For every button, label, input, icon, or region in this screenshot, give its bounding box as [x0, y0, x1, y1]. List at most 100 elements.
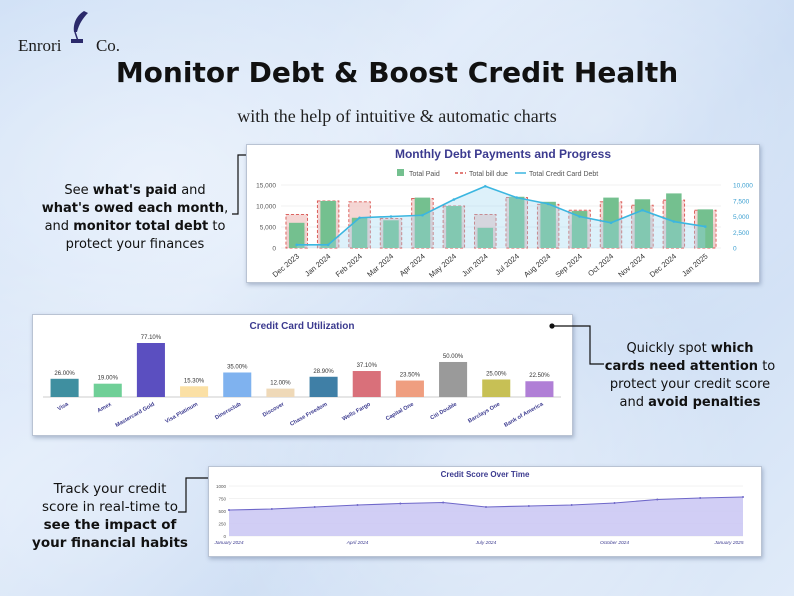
x-tick-label: Dec 2024: [648, 252, 678, 280]
paid-bar: [446, 206, 462, 248]
x-tick-label: Aug 2024: [522, 252, 552, 280]
score-point: [270, 508, 273, 510]
y-tick-label: 0: [223, 534, 226, 539]
page-title: Monitor Debt & Boost Credit Health: [115, 56, 679, 89]
x-tick-label: Bank of America: [503, 401, 545, 429]
data-label: 23.50%: [400, 373, 421, 379]
utilization-bar: [352, 371, 381, 397]
score-point: [313, 506, 316, 508]
debt-point: [326, 243, 330, 247]
x-tick-label: Wells Fargo: [341, 401, 372, 422]
score-chart: Credit Score Over Time10007505002500Janu…: [213, 470, 744, 546]
page-subtitle: with the help of intuitive & automatic c…: [237, 106, 557, 126]
data-label: 12.00%: [270, 381, 291, 387]
data-label: 22.50%: [529, 373, 550, 379]
x-tick-label: Oct 2024: [586, 252, 615, 278]
y2-tick-label: 0: [733, 246, 737, 253]
x-tick-label: Discover: [262, 401, 286, 418]
utilization-bar: [50, 378, 79, 397]
paid-bar: [571, 211, 588, 248]
debt-point: [703, 225, 707, 228]
x-tick-label: Dinersclub: [214, 401, 243, 421]
debt-point: [358, 216, 361, 220]
utilization-bar: [223, 372, 252, 397]
debt-area: [296, 186, 706, 248]
x-tick-label: January 2024: [213, 540, 243, 546]
utilization-bar: [395, 380, 424, 397]
utilization-bar: [266, 388, 295, 397]
x-tick-label: Apr 2024: [398, 252, 427, 278]
utilization-bar: [439, 361, 468, 397]
data-label: 15.30%: [184, 378, 205, 384]
chart-title: Monthly Debt Payments and Progress: [395, 147, 611, 161]
x-tick-label: Citi Double: [430, 402, 459, 422]
x-tick-label: Visa Platinum: [164, 402, 199, 425]
score-point: [656, 498, 659, 501]
y2-tick-label: 2,500: [733, 230, 750, 237]
paid-bar: [414, 197, 431, 248]
debt-point: [389, 215, 393, 218]
legend-label: Total bill due: [469, 171, 508, 178]
x-tick-label: Chase Freedom: [289, 402, 328, 428]
data-label: 77.10%: [141, 335, 162, 341]
x-tick-label: Barclays One: [467, 402, 501, 425]
score-area: [229, 497, 743, 536]
debt-chart-card: Monthly Debt Payments and Progress Total …: [246, 144, 760, 283]
utilization-note: Quickly spot which cards need attention …: [604, 341, 776, 410]
brand-name-right: Co.: [95, 36, 121, 55]
score-point: [613, 502, 616, 504]
utilization-bar: [309, 376, 338, 397]
debt-point: [546, 202, 550, 206]
score-point: [228, 509, 230, 511]
x-tick-label: October 2024: [600, 540, 629, 546]
score-point: [399, 502, 402, 505]
debt-note: See what's paid and what's owed each mon…: [41, 183, 229, 252]
utilization-chart-card: Credit Card Utilization 26.00% Visa 19.00% A…: [32, 314, 573, 436]
y-tick-label: 10,000: [256, 204, 276, 211]
utilization-bar: [136, 343, 165, 397]
score-point: [442, 501, 445, 504]
score-point: [699, 497, 702, 499]
utilization-bar: [525, 381, 554, 397]
score-point: [527, 505, 530, 507]
data-label: 35.00%: [227, 364, 248, 370]
x-tick-label: Visa: [57, 401, 71, 412]
data-label: 25.00%: [486, 371, 507, 377]
score-note: Track your credit score in real-time to …: [32, 481, 188, 551]
paid-bar: [508, 196, 525, 248]
x-tick-label: April 2024: [346, 540, 369, 546]
paid-bar: [540, 201, 556, 248]
x-tick-label: Amex: [97, 401, 114, 414]
paid-bar: [697, 209, 714, 248]
data-label: 26.00%: [54, 371, 75, 377]
x-tick-label: July 2024: [475, 540, 497, 546]
x-tick-label: Capital One: [385, 402, 415, 423]
x-tick-label: Mar 2024: [365, 252, 395, 279]
x-tick-label: Jun 2024: [460, 252, 489, 279]
data-label: 19.00%: [98, 376, 119, 382]
y2-tick-label: 7,500: [733, 198, 750, 205]
score-point: [485, 506, 487, 508]
chart-title: Credit Score Over Time: [441, 470, 530, 479]
debt-point: [578, 215, 581, 218]
debt-point: [483, 184, 487, 188]
debt-point: [672, 220, 676, 223]
y-tick-label: 750: [218, 497, 226, 502]
paid-bar: [351, 217, 368, 248]
y-tick-label: 1000: [216, 484, 227, 489]
util-connector: [549, 323, 604, 365]
paid-bar: [477, 227, 494, 248]
utilization-bar: [93, 383, 122, 397]
paid-bar: [383, 220, 399, 248]
x-tick-label: Mastercard Gold: [115, 401, 157, 429]
score-point: [570, 504, 573, 506]
quill-icon: [71, 11, 88, 43]
score-point: [356, 504, 359, 506]
x-tick-label: Sep 2024: [553, 252, 583, 280]
x-tick-label: Dec 2023: [271, 252, 301, 280]
debt-point: [515, 196, 519, 199]
brand-name-left: Enrori: [18, 36, 62, 55]
debt-point: [641, 208, 644, 212]
legend-label: Total Credit Card Debt: [529, 171, 598, 178]
legend-swatch: [397, 169, 404, 176]
